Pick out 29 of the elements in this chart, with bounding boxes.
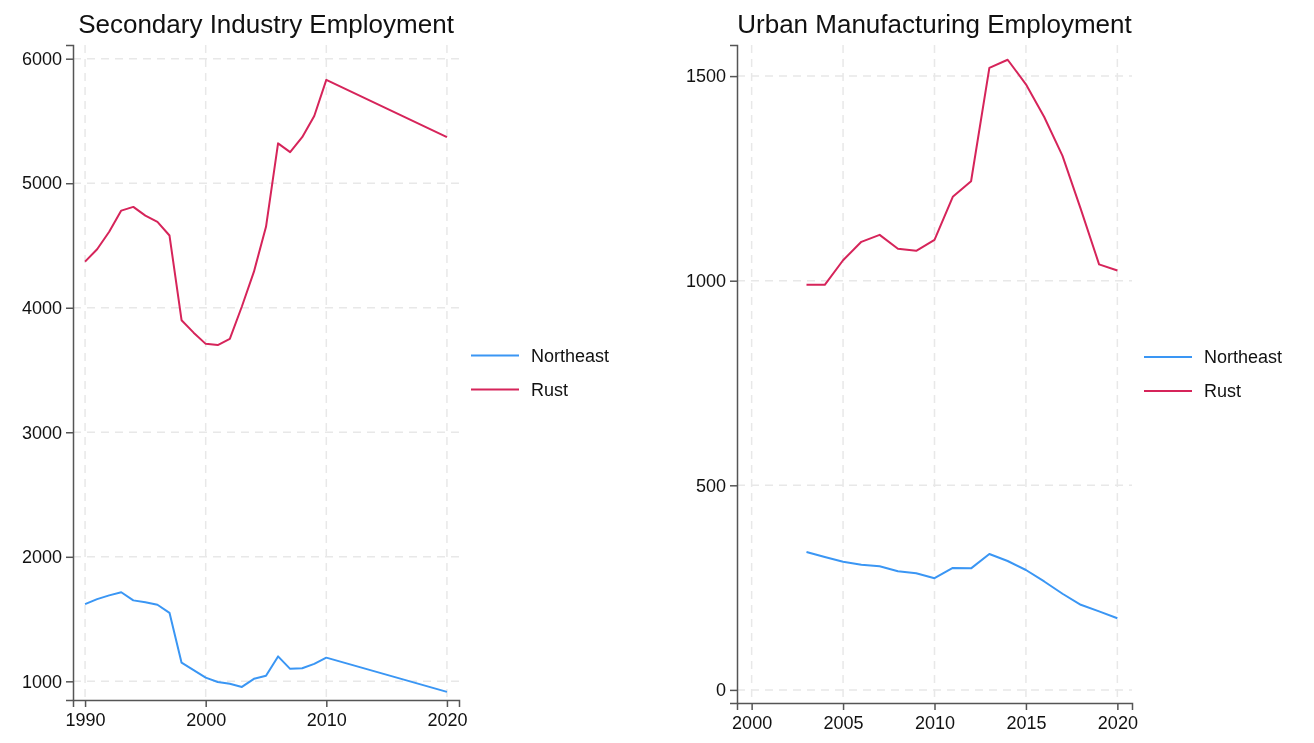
x-tick-label: 2000 — [186, 709, 227, 730]
y-tick-label: 500 — [695, 475, 726, 496]
x-tick-label: 2015 — [1006, 712, 1047, 733]
legend-label: Northeast — [1204, 347, 1283, 367]
legend-label: Rust — [531, 379, 569, 400]
line-series — [84, 78, 448, 347]
chart-title: Urban Manufacturing Employment — [737, 9, 1133, 39]
y-tick-label: 0 — [715, 680, 726, 701]
chart-title: Secondary Industry Employment — [78, 9, 455, 39]
x-tick-label: 2005 — [823, 712, 864, 733]
y-tick-label: 4000 — [21, 298, 62, 319]
y-tick-label: 5000 — [21, 173, 62, 194]
y-tick-label: 6000 — [21, 48, 62, 69]
x-tick-label: 2020 — [427, 709, 468, 730]
x-tick-label: 2010 — [914, 712, 956, 733]
y-tick-label: 1000 — [685, 270, 726, 291]
x-tick-label: 2010 — [306, 709, 347, 730]
x-tick-label: 1990 — [65, 709, 106, 730]
line-series — [805, 551, 1119, 620]
line-series — [805, 58, 1119, 286]
legend-label: Northeast — [531, 345, 610, 366]
x-tick-label: 2020 — [1097, 712, 1138, 733]
y-tick-label: 1000 — [21, 671, 62, 692]
y-tick-label: 1500 — [685, 66, 726, 87]
line-series — [84, 591, 448, 693]
y-tick-label: 3000 — [21, 422, 62, 443]
legend-label: Rust — [1204, 381, 1242, 401]
x-tick-label: 2000 — [732, 712, 773, 733]
y-tick-label: 2000 — [21, 547, 62, 568]
